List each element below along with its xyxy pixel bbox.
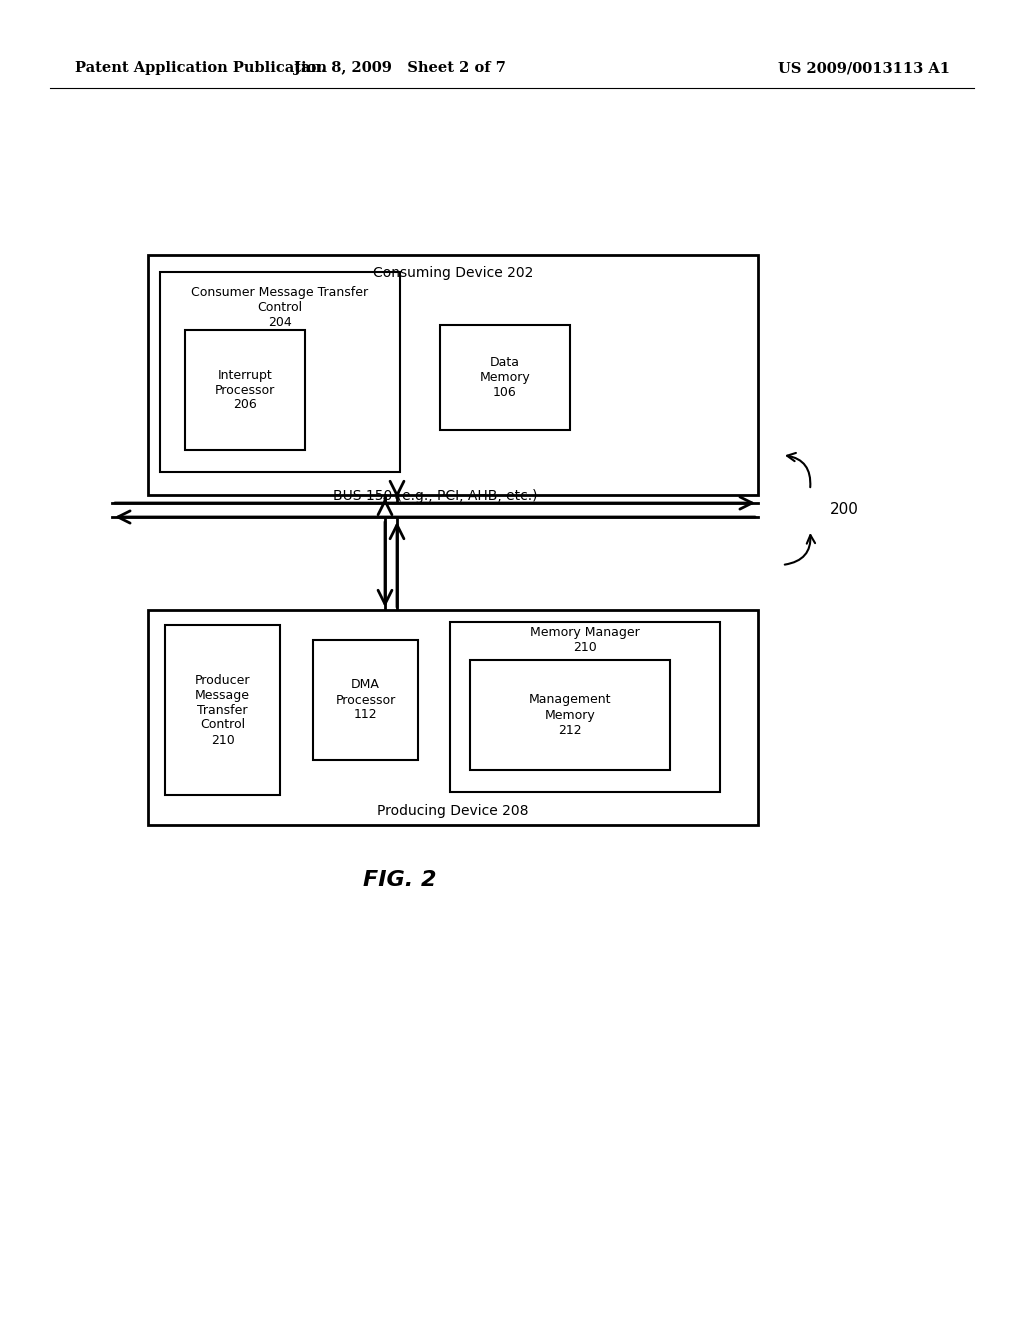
Text: Producer
Message
Transfer
Control
210: Producer Message Transfer Control 210 xyxy=(195,673,250,747)
Text: Consumer Message Transfer
Control
204: Consumer Message Transfer Control 204 xyxy=(191,286,369,329)
Text: US 2009/0013113 A1: US 2009/0013113 A1 xyxy=(778,61,950,75)
Text: Data
Memory
106: Data Memory 106 xyxy=(479,356,530,399)
Text: Memory Manager
210: Memory Manager 210 xyxy=(530,626,640,653)
Bar xyxy=(470,660,670,770)
Text: FIG. 2: FIG. 2 xyxy=(364,870,437,890)
Text: Interrupt
Processor
206: Interrupt Processor 206 xyxy=(215,368,275,412)
Bar xyxy=(160,272,400,473)
Bar xyxy=(148,610,758,825)
Text: DMA
Processor
112: DMA Processor 112 xyxy=(336,678,395,722)
Bar xyxy=(450,622,720,792)
Bar xyxy=(313,640,418,760)
Text: BUS 150 (e.g., PCI, AHB, etc.): BUS 150 (e.g., PCI, AHB, etc.) xyxy=(333,488,538,503)
Text: Management
Memory
212: Management Memory 212 xyxy=(528,693,611,737)
Text: Patent Application Publication: Patent Application Publication xyxy=(75,61,327,75)
Bar xyxy=(165,624,280,795)
Bar xyxy=(185,330,305,450)
Text: 200: 200 xyxy=(830,503,859,517)
Text: Producing Device 208: Producing Device 208 xyxy=(377,804,528,818)
Bar xyxy=(148,255,758,495)
Text: Jan. 8, 2009   Sheet 2 of 7: Jan. 8, 2009 Sheet 2 of 7 xyxy=(294,61,506,75)
Bar xyxy=(440,325,570,430)
Text: Consuming Device 202: Consuming Device 202 xyxy=(373,267,534,280)
